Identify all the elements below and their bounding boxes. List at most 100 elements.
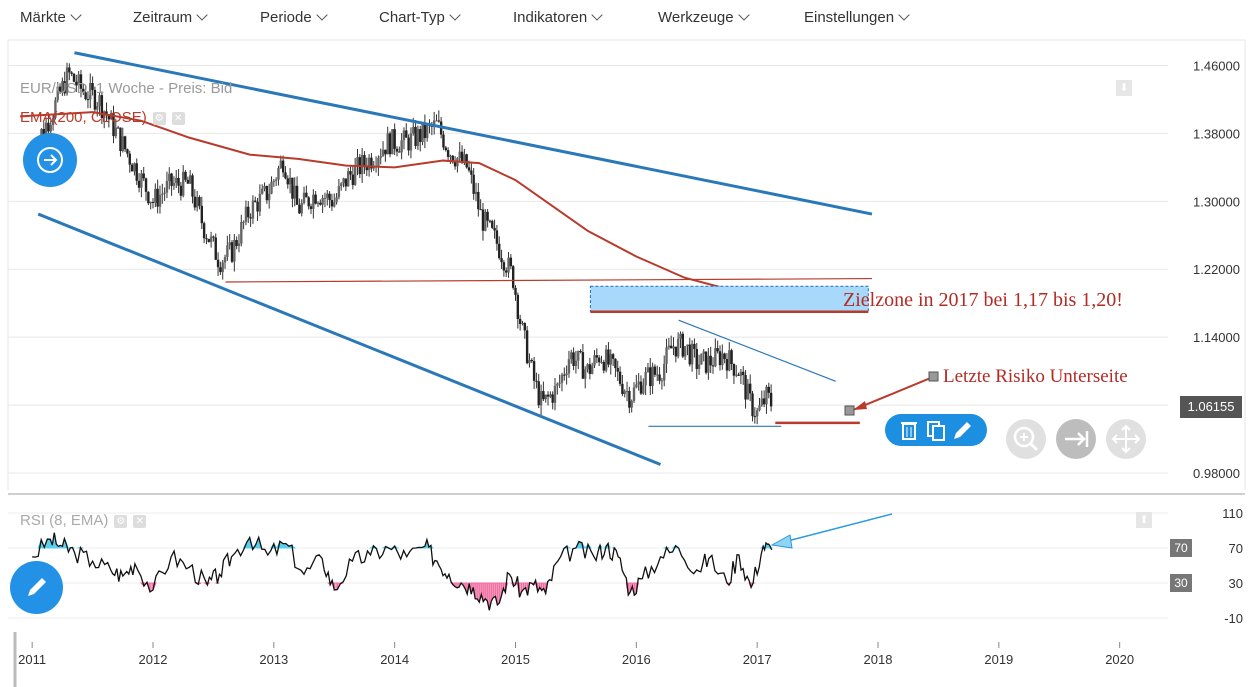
candle-body: [200, 205, 203, 224]
candle-body: [470, 170, 473, 175]
panel-maximize-icon[interactable]: ⬇: [1116, 80, 1132, 96]
candle-body: [714, 348, 717, 367]
copy-glyph: [927, 421, 945, 441]
candle-body: [400, 140, 403, 153]
risk-annotation[interactable]: Letzte Risiko Unterseite: [943, 366, 1128, 387]
candle-body: [597, 357, 601, 363]
candle-body: [637, 381, 640, 385]
candle-body: [84, 92, 87, 100]
candle-body: [744, 375, 747, 400]
risk-arrow-annotation[interactable]: [844, 371, 939, 416]
candle-body: [409, 133, 413, 151]
candle-body: [653, 366, 657, 375]
candle-body: [604, 349, 608, 371]
menu-label: Zeitraum: [133, 9, 193, 26]
candle-body: [588, 364, 592, 374]
candle-body: [697, 364, 701, 369]
zoom-icon[interactable]: [1006, 419, 1046, 459]
candle-body: [205, 238, 208, 240]
time-tick-label: 2015: [501, 652, 530, 667]
panel-maximize-icon[interactable]: ⬆: [1136, 512, 1152, 528]
arrow-right-circle-glyph: [37, 147, 63, 173]
candle-body: [130, 164, 134, 172]
candle-body: [114, 127, 118, 137]
pencil-icon[interactable]: [952, 419, 974, 446]
candle-body: [502, 262, 506, 271]
candle-body: [728, 350, 731, 371]
candle-body: [530, 359, 533, 362]
price-tick-label: 1.38000: [1193, 126, 1240, 141]
candle-body: [281, 160, 285, 173]
rsi-tick-label: 30: [1229, 576, 1243, 591]
candle-body: [523, 323, 526, 331]
candle-body: [521, 323, 524, 325]
candle-body: [302, 192, 306, 204]
close-icon[interactable]: ✕: [171, 111, 185, 125]
target-zone-annotation[interactable]: Zielzone in 2017 bei 1,17 bis 1,20!: [843, 289, 1123, 311]
candle-body: [360, 155, 364, 175]
move-icon[interactable]: [1106, 419, 1146, 459]
time-tick-label: 2017: [743, 652, 772, 667]
candle-body: [535, 380, 538, 382]
rsi-upper-tag: 70: [1170, 539, 1192, 557]
risk-arrow-handle: [928, 371, 939, 382]
candle-body: [128, 153, 131, 165]
candle-body: [144, 178, 148, 192]
rsi-arrow-annotation[interactable]: [770, 513, 893, 549]
candle-body: [435, 120, 438, 122]
candle-body: [356, 157, 359, 166]
copy-icon[interactable]: [926, 419, 946, 446]
menu-indikatoren[interactable]: Indikatoren: [513, 9, 603, 26]
candle-body: [307, 197, 310, 207]
menu-periode[interactable]: Periode: [260, 9, 328, 26]
price-tick-label: 1.30000: [1193, 194, 1240, 209]
candle-body: [272, 180, 276, 182]
candle-body: [263, 185, 266, 189]
candle-body: [328, 193, 331, 201]
candle-body: [156, 188, 159, 207]
candle-body: [179, 185, 183, 196]
ema-line[interactable]: [20, 111, 770, 305]
candle-body: [235, 240, 238, 246]
candle-body: [379, 155, 382, 158]
menu-einstellungen[interactable]: Einstellungen: [804, 9, 910, 26]
triangle-upper-line: [678, 319, 836, 382]
candle-body: [163, 192, 166, 194]
time-tick-label: 2020: [1105, 652, 1134, 667]
candle-body: [344, 178, 348, 187]
candle-body: [316, 202, 320, 204]
price-tick-label: 1.22000: [1193, 262, 1240, 277]
arrow-right-circle-icon[interactable]: [23, 133, 77, 187]
candle-body: [602, 361, 606, 371]
menu-werkzeuge[interactable]: Werkzeuge: [658, 9, 750, 26]
move-glyph: [1111, 424, 1141, 454]
menu-zeitraum[interactable]: Zeitraum: [133, 9, 208, 26]
menu-maerkte[interactable]: Märkte: [20, 9, 82, 26]
candle-body: [381, 149, 385, 156]
close-icon[interactable]: ✕: [133, 514, 147, 528]
candle-body: [642, 385, 645, 394]
candle-body: [286, 178, 289, 185]
candle-body: [570, 352, 573, 360]
rsi-tick-label: 70: [1229, 541, 1243, 556]
candle-body: [762, 398, 766, 405]
candle-body: [711, 365, 715, 367]
jump-to-end-icon[interactable]: [1056, 419, 1096, 459]
candle-body: [56, 86, 59, 101]
target-zone-rect: [589, 285, 869, 313]
drawing-overlays[interactable]: [37, 51, 873, 466]
candle-body: [165, 180, 169, 193]
candle-body: [635, 384, 638, 388]
pencil-icon[interactable]: [10, 561, 63, 614]
gear-icon[interactable]: ⚙: [152, 111, 166, 125]
gear-icon[interactable]: ⚙: [114, 514, 128, 528]
trash-icon[interactable]: [899, 419, 919, 446]
drawing-toolbar: [885, 414, 987, 446]
candle-body: [700, 353, 703, 365]
candle-body: [656, 374, 659, 376]
candle-body: [739, 371, 743, 376]
candle-body: [444, 147, 447, 151]
menu-chart-typ[interactable]: Chart-Typ: [379, 9, 461, 26]
candle-body: [505, 270, 508, 273]
